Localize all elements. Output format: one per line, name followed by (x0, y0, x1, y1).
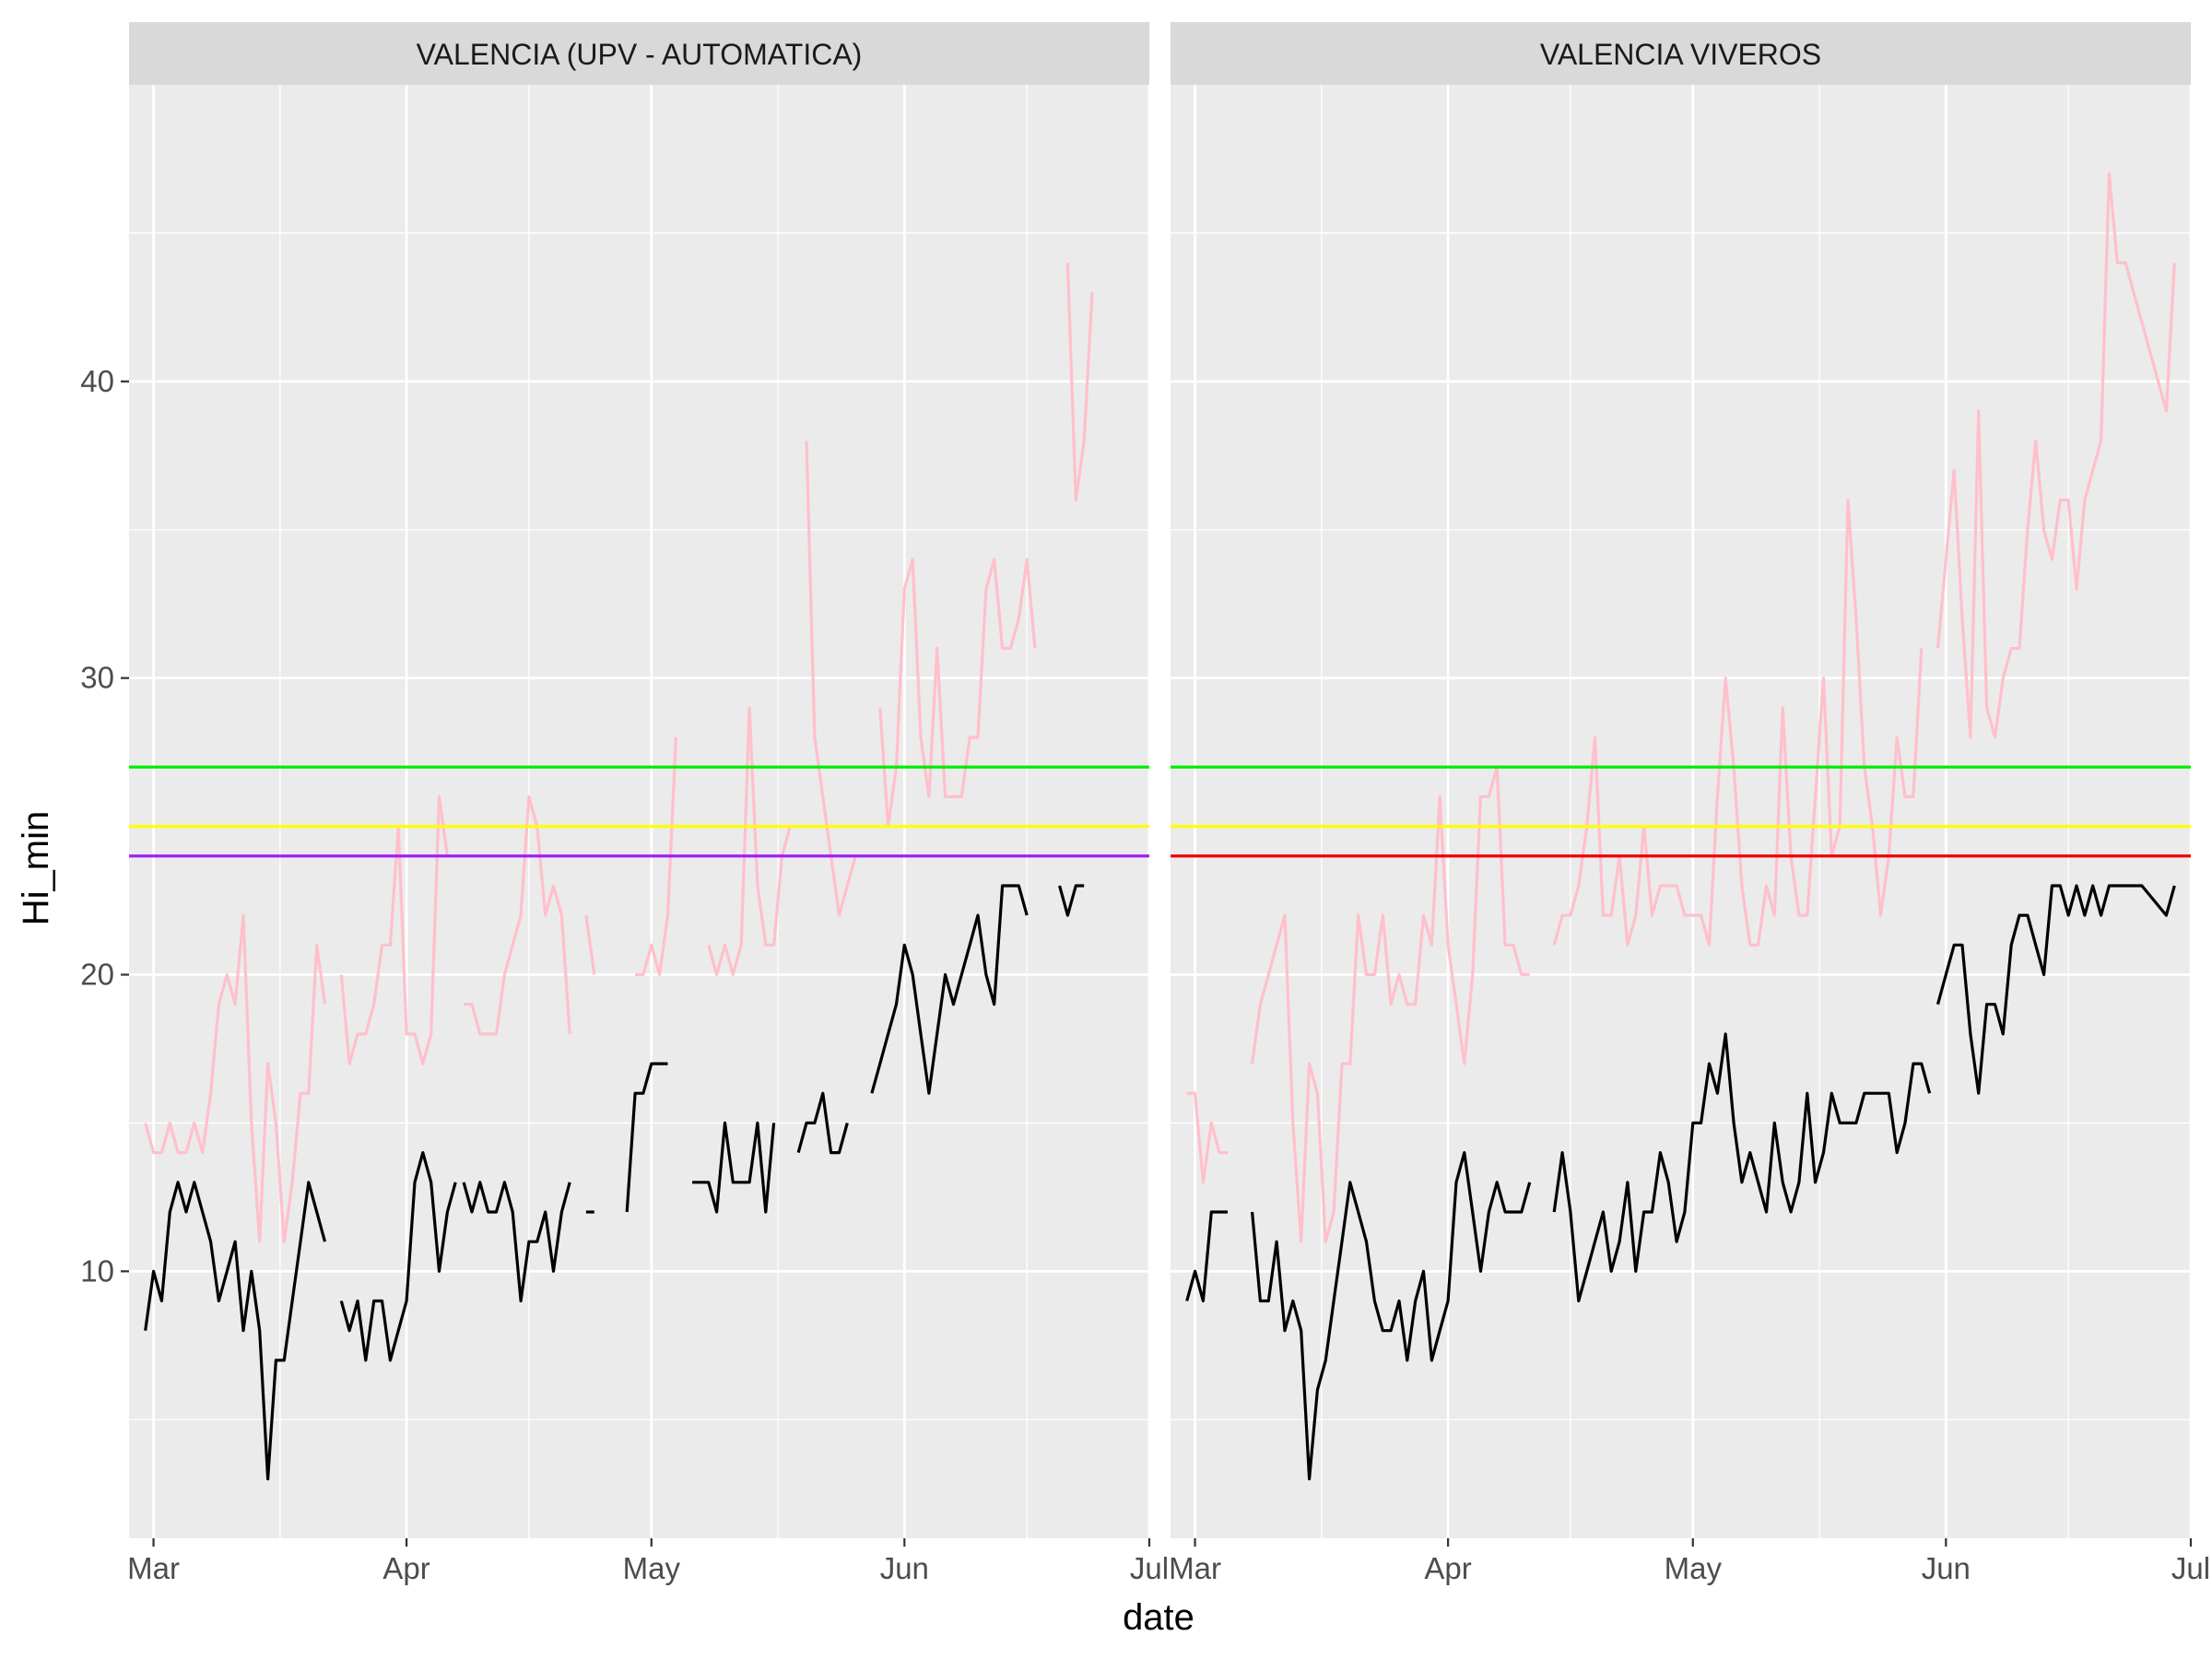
series-line-max (144, 913, 327, 1243)
series-line-max (1065, 263, 1094, 502)
y-tick-label: 30 (80, 661, 114, 695)
series-line-max (878, 558, 1037, 829)
gridlines (129, 85, 1151, 1538)
x-tick-label: May (623, 1551, 681, 1585)
facet-strip (1171, 22, 2191, 85)
series-line-min (796, 1091, 849, 1155)
x-axis: Mar Apr May Jun Jul (1169, 1538, 2210, 1585)
series-line-min (1936, 884, 2176, 1095)
x-tick-label: Jun (880, 1551, 929, 1585)
facet-strip (129, 22, 1149, 85)
facet-panel: VALENCIA (UPV - AUTOMATICA) Mar Apr May Jun J… (127, 22, 1169, 1585)
series-line-min (1552, 1032, 1932, 1303)
series-line-max (1251, 765, 1530, 1243)
series-line-min (339, 1150, 457, 1362)
series-line-min (692, 1121, 776, 1214)
series-line-max (1186, 1091, 1228, 1184)
facet-strip-label: VALENCIA (UPV - AUTOMATICA) (417, 38, 863, 71)
facet-strip-label: VALENCIA VIVEROS (1540, 38, 1821, 71)
series-line-max (584, 914, 596, 975)
y-axis-title: Hi_min (16, 811, 56, 925)
series-line-min (462, 1181, 571, 1303)
y-tick-label: 20 (80, 958, 114, 992)
x-tick-label: Mar (127, 1551, 180, 1585)
series-line-min (1251, 1150, 1532, 1481)
x-tick-label: Jun (1922, 1551, 1971, 1585)
facet-panel: VALENCIA VIVEROS Mar Apr May Jun Jul (1169, 22, 2210, 1585)
series-line-min (144, 1181, 327, 1481)
series-line-max (464, 794, 571, 1036)
x-tick-label: Apr (382, 1551, 429, 1585)
series-line-min (870, 884, 1029, 1095)
series-line-max (1936, 172, 2176, 739)
panel-background (1171, 85, 2191, 1538)
series-line-max (707, 706, 792, 977)
x-axis: Mar Apr May Jun Jul (127, 1538, 1169, 1585)
series-line-min (1058, 884, 1085, 917)
series-line-min (625, 1062, 668, 1213)
y-tick-label: 40 (80, 364, 114, 398)
x-tick-label: May (1665, 1551, 1723, 1585)
x-tick-label: Mar (1169, 1551, 1221, 1585)
y-tick-label: 10 (80, 1253, 114, 1288)
panel-background (129, 85, 1149, 1538)
panels: VALENCIA (UPV - AUTOMATICA) Mar Apr May Jun J… (127, 22, 2210, 1585)
x-axis-title: date (1123, 1597, 1194, 1638)
x-tick-label: Jul (2171, 1551, 2210, 1585)
series-line-max (339, 794, 449, 1065)
x-tick-label: Apr (1424, 1551, 1471, 1585)
series-line-min (1185, 1210, 1228, 1303)
series-line-max (635, 736, 677, 977)
x-tick-label: Jul (1130, 1551, 1169, 1585)
y-axis: 10 20 30 40 (80, 364, 129, 1288)
